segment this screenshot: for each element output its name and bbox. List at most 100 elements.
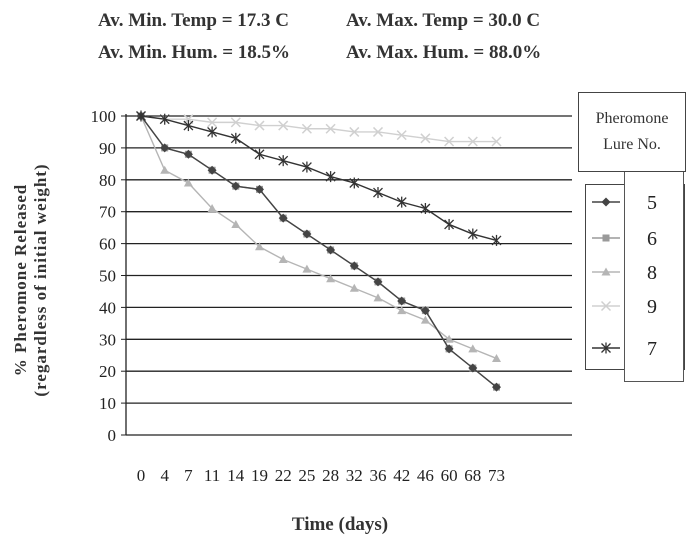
series-line-8 <box>140 115 497 360</box>
y-tick-label: 10 <box>99 394 116 413</box>
x-axis-label: Time (days) <box>292 514 388 535</box>
marker-triangle <box>373 293 383 302</box>
marker-triangle <box>255 242 264 251</box>
grid-lines <box>126 115 572 404</box>
series-8 <box>136 111 501 362</box>
marker-x <box>467 136 478 147</box>
marker-star <box>301 161 312 173</box>
marker-triangle <box>468 344 478 353</box>
x-tick-label: 60 <box>441 466 458 485</box>
y-tick-label: 70 <box>99 203 116 222</box>
y-tick-label: 0 <box>108 426 117 445</box>
legend-inner-box <box>624 172 684 382</box>
marker-star <box>396 196 407 208</box>
marker-triangle <box>397 306 407 315</box>
marker-star <box>467 228 478 240</box>
marker-star <box>420 203 431 215</box>
marker-x <box>278 120 289 131</box>
marker-x <box>420 133 431 144</box>
x-tick-label: 0 <box>137 466 146 485</box>
marker-triangle <box>326 274 336 283</box>
y-tick-label: 100 <box>91 107 117 126</box>
x-tick-labels: 0 4 7 11 14 19 22 25 28 32 36 42 46 60 68 73 <box>137 466 505 485</box>
marker-x <box>444 136 455 147</box>
marker-x <box>230 117 241 128</box>
marker-star <box>183 120 194 132</box>
marker-diamond <box>468 363 478 373</box>
marker-star <box>444 218 455 230</box>
marker-x <box>254 120 265 131</box>
marker-triangle <box>420 315 430 324</box>
series-9 <box>135 110 502 147</box>
axes <box>121 114 572 436</box>
max-temp-label: Av. Max. Temp = 30.0 C <box>346 10 541 31</box>
marker-star <box>136 110 146 122</box>
x-tick-label: 32 <box>346 466 363 485</box>
marker-triangle <box>444 334 454 343</box>
marker-star <box>207 126 218 138</box>
y-axis-label-line2: (regardless of initial weight) <box>31 163 50 396</box>
marker-x <box>349 126 360 137</box>
marker-diamond <box>255 184 264 194</box>
marker-triangle <box>278 255 288 264</box>
min-humidity-label: Av. Min. Hum. = 18.5% <box>98 42 291 63</box>
marker-triangle <box>349 283 359 292</box>
marker-diamond <box>326 245 336 255</box>
marker-diamond <box>207 165 217 175</box>
marker-triangle <box>302 264 312 273</box>
y-tick-label: 80 <box>99 171 116 190</box>
marker-x <box>207 117 218 128</box>
series-group <box>135 110 502 392</box>
y-axis-label-line1: % Pheromone Released <box>11 184 30 377</box>
marker-x <box>372 126 384 137</box>
x-tick-label: 7 <box>184 466 193 485</box>
marker-star <box>254 148 265 160</box>
marker-star <box>159 113 170 125</box>
x-tick-label: 19 <box>251 466 268 485</box>
legend-title-line1: Pheromone <box>595 110 669 127</box>
max-humidity-label: Av. Max. Hum. = 88.0% <box>346 42 542 63</box>
marker-diamond <box>444 344 454 354</box>
x-tick-label: 22 <box>275 466 292 485</box>
marker-star <box>491 234 502 246</box>
marker-diamond <box>492 382 501 392</box>
x-tick-label: 25 <box>298 466 315 485</box>
x-tick-label: 42 <box>393 466 410 485</box>
series-line-5 <box>140 115 497 388</box>
x-tick-label: 46 <box>417 466 434 485</box>
marker-star <box>349 177 360 189</box>
legend-title-line2: Lure No. <box>603 136 661 153</box>
marker-x <box>301 123 312 134</box>
series-line-7 <box>140 115 497 242</box>
legend-title-box: Pheromone Lure No. <box>578 92 686 172</box>
marker-triangle <box>231 219 241 228</box>
marker-star <box>373 187 383 199</box>
marker-diamond <box>160 143 170 153</box>
y-tick-label: 30 <box>99 330 116 349</box>
series-line-9 <box>140 115 497 143</box>
x-tick-label: 11 <box>204 466 220 485</box>
series-5 <box>136 111 501 392</box>
marker-diamond <box>349 261 359 271</box>
y-tick-label: 90 <box>99 139 116 158</box>
series-7 <box>136 110 502 246</box>
marker-diamond <box>231 181 241 191</box>
marker-x <box>396 130 407 141</box>
x-tick-label: 28 <box>322 466 339 485</box>
y-axis-label-group: % Pheromone Released (regardless of init… <box>11 163 50 396</box>
x-tick-label: 4 <box>160 466 169 485</box>
marker-star <box>278 155 289 167</box>
series-line-6 <box>140 115 497 388</box>
marker-x <box>491 136 502 147</box>
x-tick-label: 36 <box>370 466 387 485</box>
marker-star <box>325 171 336 183</box>
marker-triangle <box>160 165 170 174</box>
marker-diamond <box>302 229 312 239</box>
marker-x <box>325 123 336 134</box>
marker-diamond <box>373 277 383 287</box>
y-tick-labels: 0 10 20 30 40 50 60 70 80 90 100 <box>91 107 117 445</box>
min-temp-label: Av. Min. Temp = 17.3 C <box>98 10 290 31</box>
marker-triangle <box>183 178 193 187</box>
